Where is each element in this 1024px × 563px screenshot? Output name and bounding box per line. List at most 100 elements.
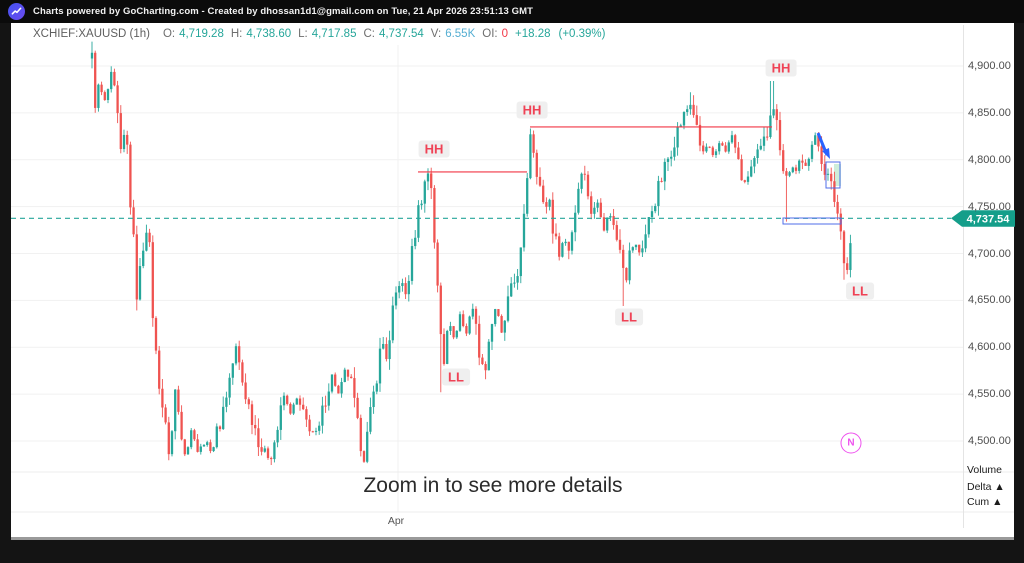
candle-body [234, 346, 238, 364]
candle-body [436, 242, 439, 286]
candle-body [266, 448, 270, 458]
candle-body [343, 369, 346, 383]
candle-body [622, 249, 625, 268]
candle-body [100, 84, 103, 93]
price-tick-label: 4,600.00 [968, 341, 1011, 354]
candle-body [353, 378, 356, 398]
candle-body [446, 330, 449, 364]
candle-body [506, 296, 510, 321]
time-axis-tick-apr[interactable]: Apr [387, 515, 405, 527]
candle-body [286, 395, 289, 404]
candle-body [442, 334, 446, 364]
candle-body [161, 388, 164, 408]
volume-label: V: [430, 28, 442, 40]
candle-body [116, 85, 119, 114]
candle-body [164, 407, 167, 423]
candle-body [570, 232, 574, 251]
candle-body [94, 52, 97, 108]
candle-body [407, 280, 410, 295]
candle-body [311, 431, 314, 433]
candle-body [794, 167, 798, 171]
candle-body [542, 185, 545, 203]
candle-body [430, 173, 433, 189]
candle-body [772, 109, 775, 116]
candle-body [202, 444, 206, 447]
annotation-n-circle[interactable]: N [840, 432, 862, 454]
candle-body [721, 143, 724, 146]
candle-body [676, 126, 679, 148]
rectangle-drawing-bottom[interactable] [782, 217, 842, 225]
candle-body [474, 308, 478, 324]
candle-body [526, 178, 529, 214]
candle-body [519, 247, 522, 277]
candle-body [183, 439, 186, 455]
candle-body [468, 316, 471, 334]
candle-body [746, 176, 750, 182]
open-label: O: [162, 28, 176, 40]
candle-body [177, 389, 180, 412]
candle-body [449, 326, 452, 331]
candle-body [314, 430, 318, 432]
candle-body [750, 166, 753, 177]
candle-body [817, 135, 820, 147]
candle-body [634, 244, 638, 248]
candle-body [711, 147, 714, 156]
candle-body [270, 457, 273, 460]
top-bar: Charts powered by GoCharting.com - Creat… [0, 0, 1024, 23]
candle-body [433, 188, 436, 243]
candle-body [180, 411, 183, 440]
candle-body [756, 149, 759, 159]
candle-body [257, 428, 260, 448]
change-percent: (+0.39%) [558, 28, 606, 40]
candle-body [737, 147, 740, 160]
pane-toggle-delta[interactable]: Delta ▲ [967, 481, 1005, 493]
candle-body [545, 202, 548, 207]
candle-body [500, 315, 503, 333]
symbol-ohlc-header: XCHIEF:XAUUSD (1h) O: 4,719.28 H: 4,738.60… [33, 27, 605, 41]
candle-body [186, 447, 190, 455]
candle-body [382, 343, 385, 349]
candle-body [337, 385, 340, 394]
rectangle-drawing[interactable] [825, 161, 841, 189]
pane-toggle-volume[interactable]: Volume [967, 464, 1003, 476]
gocharting-logo[interactable] [8, 3, 25, 20]
candle-body [481, 357, 484, 364]
highlight-box-drawing[interactable] [834, 164, 841, 186]
symbol-name[interactable]: XCHIEF:XAUUSD (1h) [33, 28, 150, 40]
candle-body [170, 431, 174, 455]
candle-body [484, 363, 487, 371]
candle-body [650, 211, 654, 218]
pane-toggle-cum[interactable]: Cum ▲ [967, 496, 1003, 508]
candle-body [778, 120, 782, 151]
zoom-note: Zoom in to see more details [363, 474, 623, 497]
high-label: H: [230, 28, 243, 40]
candle-body [366, 431, 369, 462]
candle-body [577, 188, 580, 213]
candle-body [218, 426, 222, 430]
candle-body [670, 156, 673, 159]
candle-body [318, 425, 321, 431]
candle-body [708, 146, 711, 148]
candle-body [698, 124, 702, 146]
candle-body [618, 239, 622, 250]
candle-body [628, 250, 631, 281]
candle-body [679, 125, 682, 127]
candle-body [497, 309, 500, 316]
candle-body [151, 242, 154, 319]
candle-body [586, 174, 590, 197]
candle-body [330, 374, 334, 392]
candle-body [510, 283, 513, 297]
candle-body [494, 309, 497, 325]
candle-body [350, 376, 353, 379]
candle-body [788, 172, 791, 176]
price-tick-label: 4,800.00 [968, 153, 1011, 166]
candle-body [522, 213, 526, 248]
candle-body [356, 397, 359, 418]
candle-body [231, 363, 234, 378]
candle-body [378, 348, 382, 384]
price-tick-label: 4,850.00 [968, 106, 1011, 119]
candle-body [254, 424, 257, 429]
close-label: C: [363, 28, 375, 40]
candle-body [529, 134, 532, 179]
